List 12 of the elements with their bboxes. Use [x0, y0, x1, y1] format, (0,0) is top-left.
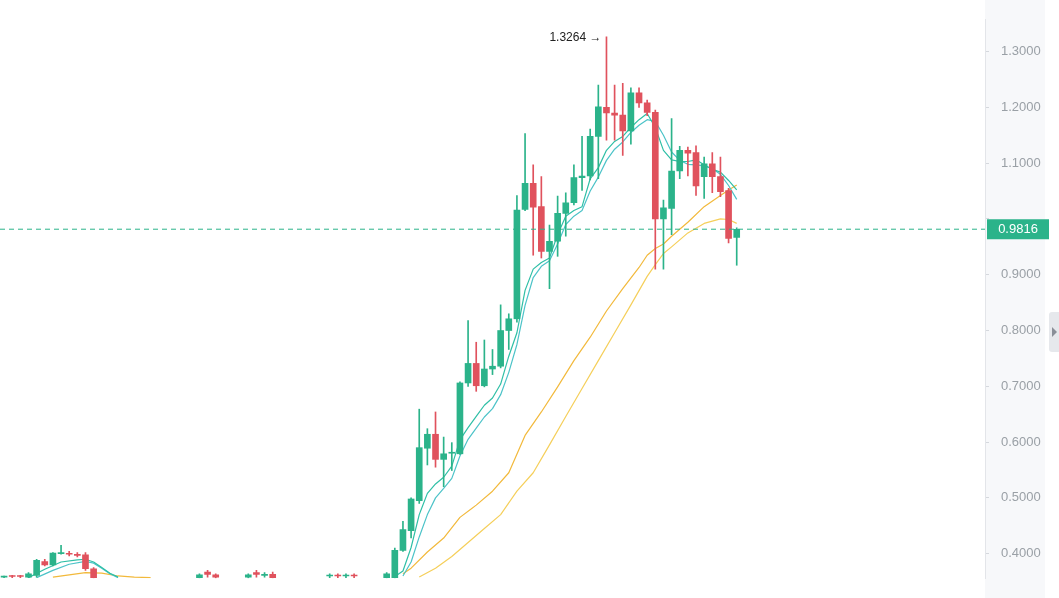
candlestick: [57, 544, 65, 555]
y-tick-label: 0.4000: [1001, 545, 1041, 561]
annotation: 1.3264 →: [549, 30, 602, 45]
y-tick-label: 0.7000: [1001, 377, 1041, 393]
y-tick-label: 1.3000: [1001, 43, 1041, 59]
ref-line-label: 0.9816: [998, 220, 1038, 236]
y-tick-label: 0.6000: [1001, 433, 1041, 449]
y-tick-label: 0.8000: [1001, 322, 1041, 338]
y-tick-label: 0.9000: [1001, 266, 1041, 282]
y-tick-label: 1.2000: [1001, 98, 1041, 114]
y-tick-label: 0.5000: [1001, 489, 1041, 505]
y-tick-label: 1.1000: [1001, 154, 1041, 170]
